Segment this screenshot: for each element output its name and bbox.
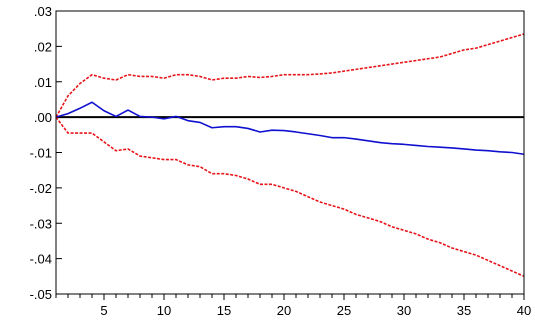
y-tick-label: .03 [34, 4, 52, 19]
x-axis-ticks: 5 10 15 20 25 30 35 40 [55, 294, 531, 318]
lower-band-line [55, 116, 525, 278]
y-tick-label: -.01 [30, 146, 52, 161]
y-tick-label: .00 [34, 110, 52, 125]
x-tick-label: 30 [397, 303, 411, 318]
plot-frame [55, 10, 525, 295]
x-tick-label: 20 [277, 303, 291, 318]
x-tick-label: 15 [217, 303, 231, 318]
y-tick-label: -.04 [30, 252, 52, 267]
response-line [55, 101, 525, 156]
x-tick-label: 25 [337, 303, 351, 318]
x-tick-label: 35 [457, 303, 471, 318]
series-layer [55, 33, 525, 278]
upper-band-line [55, 33, 525, 118]
y-tick-label: .02 [34, 39, 52, 54]
y-tick-label: -.02 [30, 181, 52, 196]
y-axis-ticks: .03 .02 .01 .00 -.01 -.02 -.03 -.04 -.05 [30, 4, 62, 302]
x-tick-label: 10 [157, 303, 171, 318]
y-tick-label: -.05 [30, 287, 52, 302]
x-tick-label: 5 [100, 303, 107, 318]
y-tick-label: -.03 [30, 216, 52, 231]
y-tick-label: .01 [34, 75, 52, 90]
x-tick-label: 40 [517, 303, 531, 318]
